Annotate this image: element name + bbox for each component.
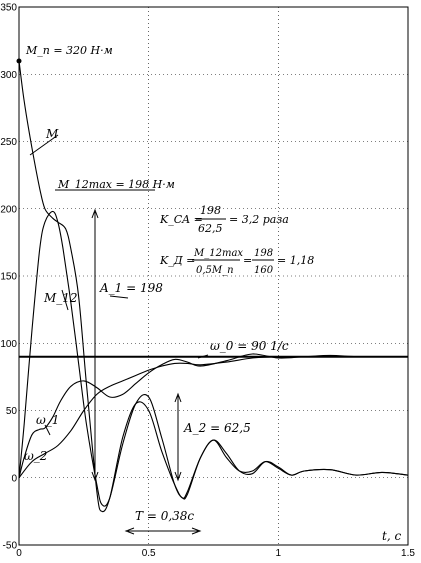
kd-num1: M_12max <box>193 248 243 259</box>
kca-num: 198 <box>200 204 221 217</box>
mn-label: M_п = 320 H·м <box>25 44 113 57</box>
a1-arrow-head-bottom <box>91 471 99 482</box>
y-tick-label: 300 <box>0 70 17 81</box>
kd-den2: 160 <box>254 265 274 276</box>
x-tick-label: 1.5 <box>401 548 415 559</box>
kd-den1: 0,5M_п <box>196 265 234 276</box>
a1-leader <box>109 295 129 299</box>
a2-arrow-head-bottom <box>174 471 182 482</box>
w1-leader <box>44 424 51 436</box>
curves <box>18 60 409 513</box>
m-label: M <box>45 127 59 141</box>
y-tick-label: 350 <box>0 3 17 14</box>
m12-label: M_12 <box>43 291 78 305</box>
x-axis-label: t, c <box>382 529 401 543</box>
t-arrow-head-right <box>191 527 202 535</box>
m12-leader <box>61 289 69 311</box>
formula-kd: K_Д = M_12max 0,5M_п = 198 160 = 1,18 <box>159 248 314 276</box>
a2-arrow-head-top <box>174 392 182 403</box>
series-line-m <box>18 60 409 513</box>
kca-lhs: K_CA = <box>159 213 203 226</box>
m12max-label: M_12max = 198 H·м <box>57 178 175 191</box>
y-tick-label: -50 <box>3 541 18 552</box>
kd-rhs: = 1,18 <box>277 254 314 267</box>
w0-leader <box>197 354 209 359</box>
x-tick-label: 1 <box>276 548 282 559</box>
a1-arrow-head-top <box>91 208 99 219</box>
annotation-marks <box>29 134 209 535</box>
start-point-marker <box>16 58 22 64</box>
a2-label: A_2 = 62,5 <box>183 421 251 435</box>
formula-kca: K_CA = 198 62,5 = 3,2 раза <box>159 204 289 235</box>
y-tick-label: 200 <box>0 204 17 215</box>
kd-lhs: K_Д = <box>159 254 195 267</box>
t-period-label: T = 0,38c <box>135 509 194 523</box>
x-tick-label: 0.5 <box>142 548 156 559</box>
series-line-m12 <box>18 210 409 507</box>
y-tick-label: 50 <box>6 406 18 417</box>
w0-label: ω_0 = 90 1/c <box>210 339 289 353</box>
y-tick-label: 150 <box>0 272 17 283</box>
kd-num2: 198 <box>254 248 273 259</box>
kca-den: 62,5 <box>198 222 223 235</box>
t-arrow-head-left <box>124 527 135 535</box>
m-leader <box>29 134 59 156</box>
w2-label: ω_2 <box>24 449 47 463</box>
y-tick-label: 250 <box>0 137 17 148</box>
y-tick-label: 100 <box>0 339 17 350</box>
kd-eq1: = <box>243 254 252 267</box>
kca-rhs: = 3,2 раза <box>229 213 289 226</box>
x-tick-label: 0 <box>16 548 22 559</box>
y-tick-label: 0 <box>11 473 17 484</box>
w1-label: ω_1 <box>36 413 59 427</box>
a1-label: A_1 = 198 <box>99 281 163 295</box>
plot-frame <box>18 6 409 546</box>
